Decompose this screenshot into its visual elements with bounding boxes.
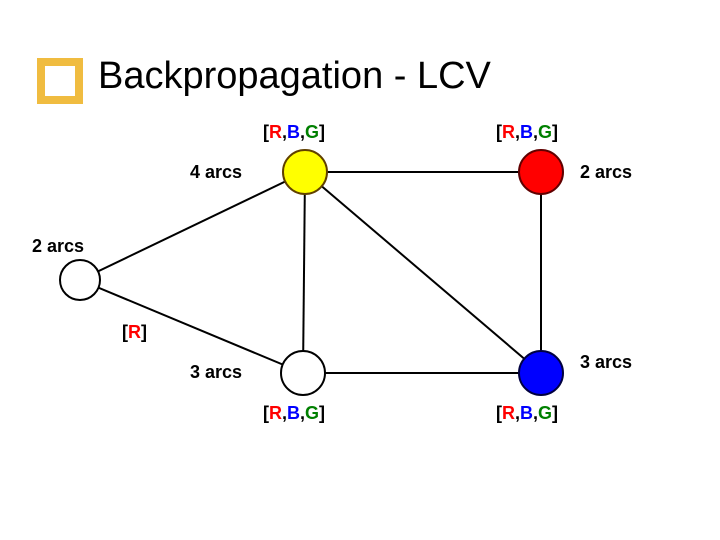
edge xyxy=(80,280,303,373)
arcs-2-left-label: 2 arcs xyxy=(32,236,84,257)
token-r: R xyxy=(502,403,515,423)
token-r: R xyxy=(128,322,141,342)
domain-rbg-top-left: [R,B,G] xyxy=(263,122,325,143)
token-b: B xyxy=(287,403,300,423)
graph-node xyxy=(281,351,325,395)
token-b: B xyxy=(287,122,300,142)
domain-rbg-top-right: [R,B,G] xyxy=(496,122,558,143)
edge xyxy=(303,172,305,373)
token-g: G xyxy=(305,122,319,142)
token-b: B xyxy=(520,403,533,423)
arcs-2-top-label: 2 arcs xyxy=(580,162,632,183)
graph-node xyxy=(60,260,100,300)
graph-svg xyxy=(0,0,720,540)
edge xyxy=(80,172,305,280)
graph-node xyxy=(519,150,563,194)
nodes-layer xyxy=(60,150,563,395)
domain-rbg-bottom-right: [R,B,G] xyxy=(496,403,558,424)
bracket-close: ] xyxy=(319,403,325,423)
token-r: R xyxy=(269,403,282,423)
graph-node xyxy=(283,150,327,194)
token-r: R xyxy=(502,122,515,142)
domain-r-only: [R] xyxy=(122,322,147,343)
token-g: G xyxy=(538,122,552,142)
token-b: B xyxy=(520,122,533,142)
edge xyxy=(305,172,541,373)
token-g: G xyxy=(305,403,319,423)
edges-layer xyxy=(80,172,541,373)
bracket-close: ] xyxy=(552,403,558,423)
token-g: G xyxy=(538,403,552,423)
bracket-close: ] xyxy=(319,122,325,142)
token-r: R xyxy=(269,122,282,142)
arcs-3-bottom-left-label: 3 arcs xyxy=(190,362,242,383)
arcs-3-bottom-right-label: 3 arcs xyxy=(580,352,632,373)
graph-node xyxy=(519,351,563,395)
bracket-close: ] xyxy=(552,122,558,142)
arcs-4-label: 4 arcs xyxy=(190,162,242,183)
bracket-close: ] xyxy=(141,322,147,342)
domain-rbg-bottom-left: [R,B,G] xyxy=(263,403,325,424)
